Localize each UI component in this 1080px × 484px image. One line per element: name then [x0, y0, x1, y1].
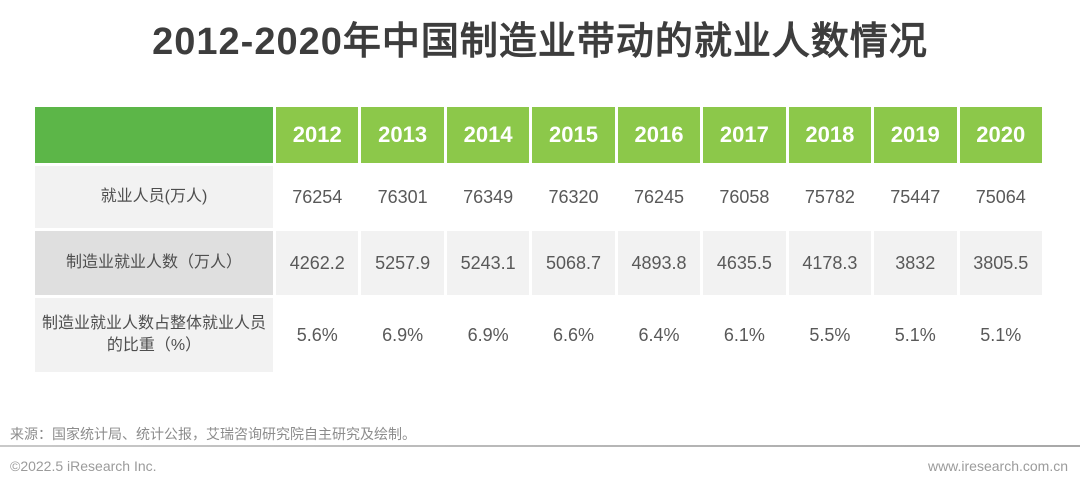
data-cell: 76254	[276, 166, 359, 228]
data-cell: 76245	[617, 166, 701, 228]
footer-copyright: ©2022.5 iResearch Inc.	[10, 458, 157, 474]
data-cell: 3805.5	[959, 231, 1042, 295]
data-cell: 6.1%	[703, 298, 786, 372]
footer-divider	[0, 445, 1080, 447]
data-cell: 75447	[874, 166, 957, 228]
table-row-manufacturing-employment: 制造业就业人数（万人） 4262.2 5257.9 5243.1 5068.7 …	[35, 231, 1042, 295]
year-header-cell: 2012	[276, 107, 359, 163]
row-label-cell: 制造业就业人数占整体就业人员的比重（%）	[35, 298, 273, 372]
row-label-cell: 制造业就业人数（万人）	[35, 231, 273, 295]
data-cell: 6.9%	[446, 298, 530, 372]
data-table-container: 2012 2013 2014 2015 2016 2017 2018 2019 …	[32, 104, 1045, 375]
year-header-cell: 2018	[788, 107, 872, 163]
data-cell: 76349	[446, 166, 530, 228]
data-cell: 5.5%	[788, 298, 872, 372]
data-cell: 5.1%	[874, 298, 957, 372]
year-header-cell: 2019	[874, 107, 957, 163]
year-header-cell: 2013	[361, 107, 444, 163]
year-header-cell: 2020	[959, 107, 1042, 163]
data-cell: 5.6%	[276, 298, 359, 372]
header-corner-cell	[35, 107, 273, 163]
data-cell: 76320	[532, 166, 615, 228]
data-cell: 75064	[959, 166, 1042, 228]
data-cell: 5243.1	[446, 231, 530, 295]
data-cell: 6.9%	[361, 298, 444, 372]
page-title: 2012-2020年中国制造业带动的就业人数情况	[152, 21, 928, 63]
data-cell: 5.1%	[959, 298, 1042, 372]
data-table: 2012 2013 2014 2015 2016 2017 2018 2019 …	[32, 104, 1045, 375]
footer-website: www.iresearch.com.cn	[927, 458, 1068, 474]
row-label-cell: 就业人员(万人)	[35, 166, 273, 228]
year-header-cell: 2017	[703, 107, 786, 163]
data-cell: 3832	[874, 231, 957, 295]
data-cell: 5257.9	[361, 231, 444, 295]
data-cell: 4262.2	[276, 231, 359, 295]
table-header-row: 2012 2013 2014 2015 2016 2017 2018 2019 …	[35, 107, 1042, 163]
data-cell: 75782	[788, 166, 872, 228]
data-cell: 6.4%	[617, 298, 701, 372]
data-cell: 4635.5	[703, 231, 786, 295]
source-note: 来源：国家统计局、统计公报，艾瑞咨询研究院自主研究及绘制。	[10, 426, 416, 442]
table-row-employment: 就业人员(万人) 76254 76301 76349 76320 76245 7…	[35, 166, 1042, 228]
data-cell: 76301	[361, 166, 444, 228]
year-header-cell: 2015	[532, 107, 615, 163]
data-cell: 4893.8	[617, 231, 701, 295]
data-cell: 4178.3	[788, 231, 872, 295]
data-cell: 6.6%	[532, 298, 615, 372]
year-header-cell: 2016	[617, 107, 701, 163]
table-row-manufacturing-share: 制造业就业人数占整体就业人员的比重（%） 5.6% 6.9% 6.9% 6.6%…	[35, 298, 1042, 372]
year-header-cell: 2014	[446, 107, 530, 163]
data-cell: 5068.7	[532, 231, 615, 295]
data-cell: 76058	[703, 166, 786, 228]
